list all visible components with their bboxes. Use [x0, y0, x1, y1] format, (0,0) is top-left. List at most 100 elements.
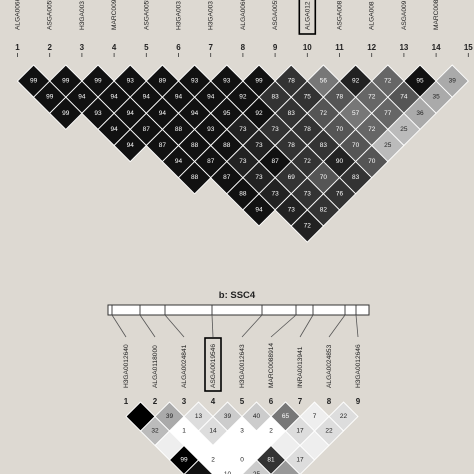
panel-a-ld-value: 99 — [30, 78, 38, 85]
panel-a-ld-value: 72 — [320, 110, 328, 117]
panel-a-ld-value: 73 — [271, 126, 279, 133]
panel-a-ld-value: 88 — [175, 126, 183, 133]
panel-b-marker-index: 1 — [124, 397, 129, 406]
panel-a-marker-label: ASGA0055 — [47, 0, 54, 30]
panel-a-ld-value: 36 — [416, 110, 424, 117]
panel-a-marker-label: MARC008 — [433, 0, 440, 30]
panel-b-connector — [211, 314, 214, 338]
panel-a-ld-value: 73 — [239, 126, 247, 133]
panel-a-marker-label: ALGA012 — [304, 1, 311, 30]
panel-b-marker-label: H3GA0012646 — [355, 344, 362, 388]
panel-a-ld-value: 77 — [384, 110, 392, 117]
panel-a-ld-value: 95 — [416, 78, 424, 85]
panel-a-ld-value: 83 — [352, 174, 360, 181]
panel-a-marker-label: MARC009 — [111, 0, 118, 30]
panel-a-ld-value: 87 — [143, 126, 151, 133]
panel-b-ld-value: 14 — [209, 428, 217, 435]
panel-a-ld-value: 70 — [320, 174, 328, 181]
panel-a-ld-value: 70 — [368, 158, 376, 165]
panel-b-ld-value: 10 — [224, 471, 232, 474]
panel-a-ld-value: 88 — [223, 142, 231, 149]
panel-a-marker-label: ASGA008 — [337, 0, 344, 30]
panel-a-ld-value: 94 — [110, 126, 118, 133]
panel-b-marker-index: 2 — [153, 397, 158, 406]
panel-b-connector — [139, 314, 156, 338]
panel-b-marker-label: ALGA0024841 — [181, 344, 188, 388]
panel-a-ld-value: 78 — [288, 142, 296, 149]
panel-b-connector — [111, 314, 127, 338]
panel-a-ld-value: 73 — [271, 190, 279, 197]
panel-a-ld-value: 83 — [288, 110, 296, 117]
panel-a-marker-index: 14 — [432, 43, 441, 52]
panel-a-ld-value: 72 — [368, 94, 376, 101]
panel-a-ld-value: 75 — [304, 94, 312, 101]
panel-a-ld-value: 73 — [239, 158, 247, 165]
panel-a-ld-value: 99 — [46, 94, 54, 101]
panel-b-marker-label: ASGA0019546 — [210, 344, 217, 388]
panel-a-ld-value: 93 — [207, 126, 215, 133]
panel-a-ld-value: 82 — [320, 206, 328, 213]
panel-a-marker-label: ALGA0066 — [15, 0, 22, 30]
panel-a-ld-value: 94 — [143, 94, 151, 101]
panel-a-ld-value: 72 — [304, 158, 312, 165]
panel-a-ld-value: 99 — [62, 110, 70, 117]
panel-a-ld-value: 94 — [207, 94, 215, 101]
panel-b-connector — [328, 314, 346, 338]
panel-b-ld-cell — [183, 459, 214, 474]
panel-a-ld-value: 78 — [288, 78, 296, 85]
panel-a-ld-value: 94 — [159, 110, 167, 117]
panel-a-marker-index: 3 — [80, 43, 85, 52]
panel-a-ld-value: 57 — [352, 110, 360, 117]
panel-a-marker-label: H3GA003 — [79, 1, 86, 30]
panel-a-ld-value: 92 — [255, 110, 263, 117]
panel-a-ld-value: 72 — [384, 78, 392, 85]
panel-a-ld-value: 93 — [94, 110, 102, 117]
panel-a-ld-value: 87 — [207, 158, 215, 165]
panel-b-connector — [270, 314, 297, 338]
panel-a-ld-value: 74 — [400, 94, 408, 101]
panel-a-ld-value: 88 — [191, 142, 199, 149]
panel-a-marker-index: 15 — [464, 43, 473, 52]
panel-b-ld-cell — [270, 459, 301, 474]
panel-a-ld-value: 70 — [336, 126, 344, 133]
panel-b-marker-index: 9 — [356, 397, 361, 406]
panel-b-connector — [241, 314, 263, 338]
panel-b-ld-value: 40 — [253, 413, 261, 420]
panel-b-ld-value: 2 — [211, 457, 215, 464]
panel-a-ld-value: 35 — [432, 94, 440, 101]
panel-a-marker-label: H3GA003 — [208, 1, 215, 30]
panel-b-marker-index: 5 — [240, 397, 245, 406]
panel-a-ld-value: 78 — [304, 126, 312, 133]
panel-a-ld-value: 72 — [368, 126, 376, 133]
panel-b-connector — [164, 314, 185, 338]
panel-a-ld-value: 94 — [175, 94, 183, 101]
panel-b-ld-value: 22 — [340, 413, 348, 420]
panel-a-ld-cell — [49, 96, 83, 131]
panel-a-ld-map: ALGA0066 1 ASGA0055 2 H3GA003 3 MARC009 4 ASGA00… — [15, 0, 473, 243]
panel-a-ld-value: 94 — [127, 110, 135, 117]
panel-b-ld-value: 17 — [296, 457, 304, 464]
panel-b-marker-index: 6 — [269, 397, 274, 406]
panel-b-ld-value: 1 — [182, 428, 186, 435]
panel-b-ld-value: 22 — [325, 428, 333, 435]
panel-b-connector — [299, 314, 314, 338]
panel-a-marker-index: 11 — [335, 43, 344, 52]
panel-a-ld-value: 89 — [159, 78, 167, 85]
panel-a-ld-value: 94 — [127, 142, 135, 149]
panel-a-ld-value: 76 — [336, 190, 344, 197]
panel-a-ld-value: 99 — [94, 78, 102, 85]
panel-a-ld-value: 25 — [384, 142, 392, 149]
panel-b-marker-index: 4 — [211, 397, 216, 406]
panel-b-marker-label: MARC0088914 — [268, 343, 275, 388]
panel-b-ld-value: 0 — [240, 457, 244, 464]
panel-b-ld-value: 81 — [267, 457, 275, 464]
panel-a-ld-value: 87 — [159, 142, 167, 149]
panel-a-ld-value: 73 — [288, 206, 296, 213]
panel-b-marker-index: 7 — [298, 397, 303, 406]
panel-b-marker-label: H3GA0012643 — [239, 344, 246, 388]
panel-a-ld-value: 93 — [223, 78, 231, 85]
panel-a-marker-index: 6 — [176, 43, 181, 52]
panel-a-ld-cell — [290, 209, 325, 243]
panel-a-ld-value: 25 — [400, 126, 408, 133]
panel-b-ld-value: 13 — [195, 413, 203, 420]
